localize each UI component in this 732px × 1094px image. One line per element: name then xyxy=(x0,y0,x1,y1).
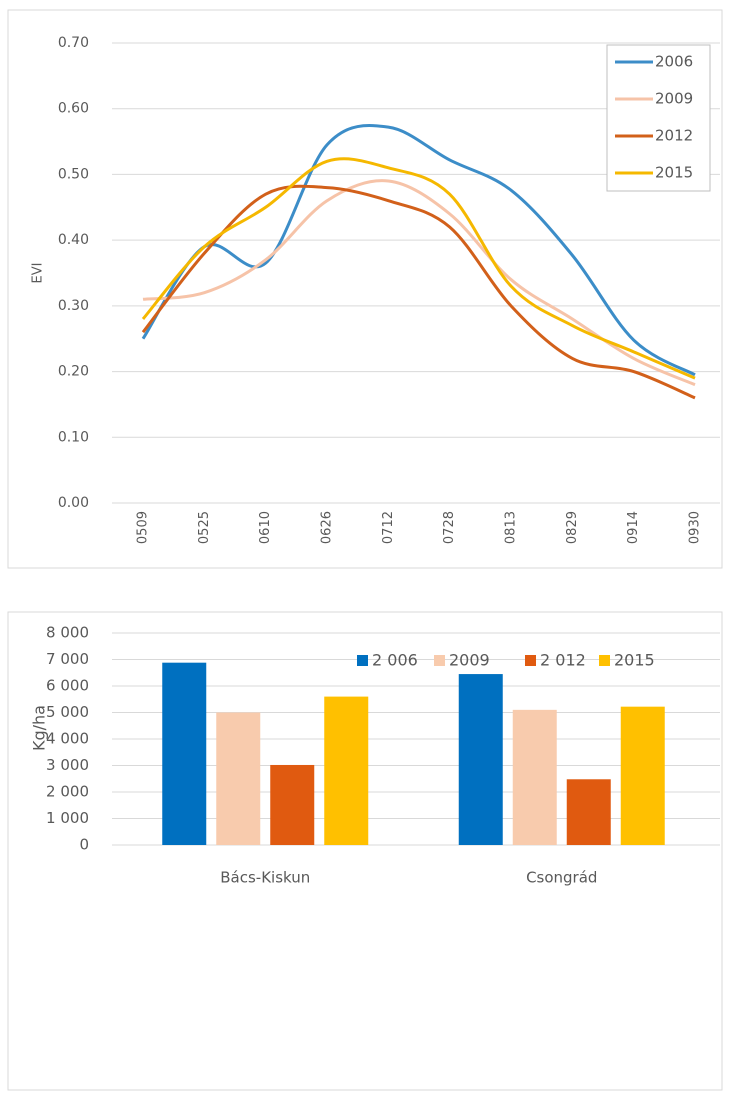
y-tick-label: 0.70 xyxy=(58,35,89,51)
y-tick-label: 7 000 xyxy=(46,650,89,668)
x-tick-label: 0930 xyxy=(688,511,703,544)
y-tick-label: 6 000 xyxy=(46,677,89,695)
x-tick-label: Csongrád xyxy=(526,869,597,887)
legend-swatch xyxy=(599,655,610,666)
x-tick-label: 0728 xyxy=(442,511,457,544)
bar xyxy=(458,674,503,845)
y-tick-label: 0.40 xyxy=(58,232,89,248)
x-tick-label: 0610 xyxy=(258,511,273,544)
legend-label: 2015 xyxy=(655,164,693,182)
x-tick-label: 0813 xyxy=(504,511,519,544)
bar xyxy=(620,706,665,845)
legend-label: 2012 xyxy=(655,127,693,145)
x-tick-label: Bács-Kiskun xyxy=(220,869,310,887)
chart-frame xyxy=(7,611,723,1091)
bar xyxy=(216,712,261,845)
y-tick-label: 0.60 xyxy=(58,101,89,117)
y-tick-label: 3 000 xyxy=(46,756,89,774)
y-tick-label: 8 000 xyxy=(46,624,89,642)
x-tick-label: 0626 xyxy=(320,511,335,544)
legend-swatch xyxy=(525,655,536,666)
y-tick-label: 5 000 xyxy=(46,703,89,721)
legend-swatch xyxy=(434,655,445,666)
legend-box xyxy=(606,44,711,192)
legend-swatch xyxy=(357,655,368,666)
bar xyxy=(512,709,557,845)
bar xyxy=(324,696,369,845)
x-tick-label: 0712 xyxy=(381,511,396,544)
legend-label: 2006 xyxy=(655,53,693,71)
y-tick-label: 0.20 xyxy=(58,364,89,380)
bar xyxy=(566,779,611,845)
line xyxy=(141,124,696,377)
chart-frame xyxy=(7,9,723,569)
legend-label: 2015 xyxy=(614,651,655,670)
x-tick-label: 0829 xyxy=(565,511,580,544)
y-tick-label: 1 000 xyxy=(46,809,89,827)
x-tick-label: 0914 xyxy=(626,511,641,544)
y-tick-label: 0.30 xyxy=(58,298,89,314)
y-tick-label: 0 xyxy=(79,836,89,854)
line xyxy=(141,157,696,380)
y-axis-label: EVI xyxy=(31,263,46,284)
y-tick-label: 0.50 xyxy=(58,166,89,182)
y-axis-label: Kg/ha xyxy=(30,705,49,751)
x-tick-label: 0509 xyxy=(136,511,151,544)
y-tick-label: 0.00 xyxy=(58,495,89,511)
legend-label: 2 006 xyxy=(372,651,418,670)
legend-label: 2009 xyxy=(449,651,490,670)
x-tick-label: 0525 xyxy=(197,511,212,544)
bar xyxy=(270,764,315,845)
y-tick-label: 4 000 xyxy=(46,730,89,748)
legend-label: 2 012 xyxy=(540,651,586,670)
legend-label: 2009 xyxy=(655,90,693,108)
y-tick-label: 2 000 xyxy=(46,783,89,801)
y-tick-label: 0.10 xyxy=(58,429,89,445)
bar xyxy=(162,662,207,845)
